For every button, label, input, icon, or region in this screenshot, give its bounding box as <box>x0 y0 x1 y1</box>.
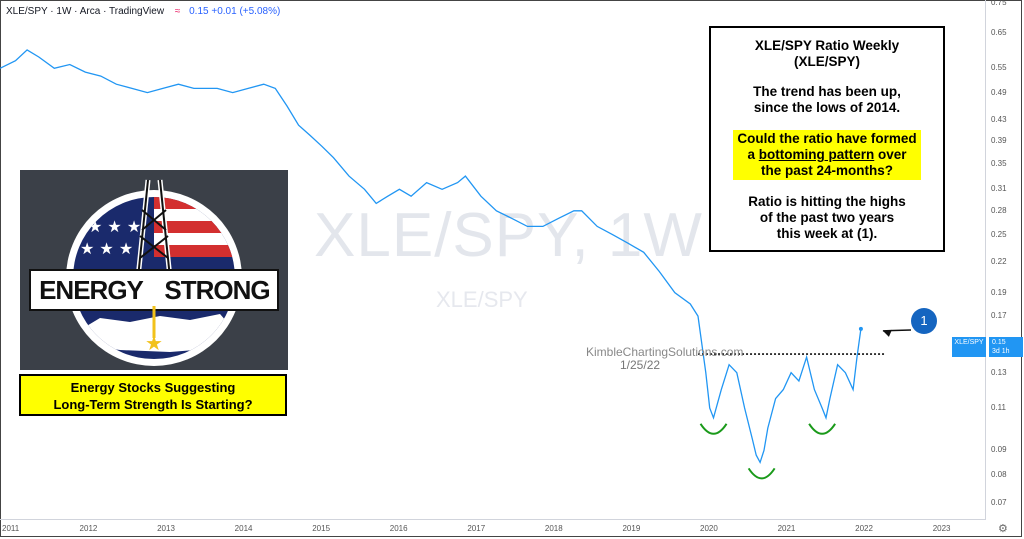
note-p2-line1: Could the ratio have formed <box>737 131 917 146</box>
y-tick-label: 0.09 <box>991 445 1007 455</box>
x-tick-label: 2023 <box>932 524 951 533</box>
y-tick-label: 0.17 <box>991 311 1007 321</box>
y-tick-label: 0.55 <box>991 63 1007 73</box>
exchange-text: Arca <box>79 6 101 17</box>
chart-header: XLE/SPY · 1W · Arca · TradingView ≈ 0.15… <box>6 6 281 17</box>
annotation-box: XLE/SPY Ratio Weekly (XLE/SPY) The trend… <box>709 26 945 252</box>
y-tick-label: 0.75 <box>991 0 1007 7</box>
y-tick-label: 0.19 <box>991 287 1007 297</box>
energy-strong-logo: ★ ★ ★ ★ ★ ★ ★ ENERGY STRONG <box>20 170 288 370</box>
logo-word-strong: STRONG <box>164 275 270 305</box>
price-tag: 0.15 3d 1h <box>989 337 1023 357</box>
x-tick-label: 2019 <box>622 524 641 533</box>
y-tick-label: 0.31 <box>991 184 1007 194</box>
note-p2-line2c: over <box>874 147 907 162</box>
caption-box: Energy Stocks Suggesting Long-Term Stren… <box>19 374 287 416</box>
y-tick-label: 0.07 <box>991 498 1007 508</box>
last-point <box>858 326 863 331</box>
marker-arrowhead <box>882 329 892 337</box>
y-tick-label: 0.11 <box>991 402 1006 412</box>
credit-text: KimbleChartingSolutions.com <box>586 345 744 359</box>
y-tick-label: 0.13 <box>991 367 1007 377</box>
chart-plot <box>0 49 912 480</box>
x-tick-label: 2013 <box>157 524 175 533</box>
watermark-sub: XLE/SPY <box>436 287 528 312</box>
x-tick-label: 2018 <box>544 524 563 533</box>
x-tick-label: 2016 <box>389 524 408 533</box>
indicator-icon[interactable]: ≈ <box>174 6 181 17</box>
symbol-text[interactable]: XLE/SPY <box>6 6 48 17</box>
series-line-0 <box>0 49 862 465</box>
bottom-arc-2 <box>747 467 776 480</box>
svg-text:★: ★ <box>145 331 163 355</box>
x-tick-label: 2012 <box>79 524 98 533</box>
gear-icon[interactable]: ⚙ <box>998 523 1008 535</box>
y-tick-label: 0.65 <box>991 27 1007 37</box>
y-tick-label: 0.35 <box>991 158 1007 168</box>
time-axis[interactable] <box>0 519 985 539</box>
svg-text:★ ★ ★: ★ ★ ★ <box>88 217 141 236</box>
y-tick-label: 0.08 <box>991 470 1007 480</box>
marker-1: 1 <box>911 308 937 334</box>
note-p1-line2: since the lows of 2014. <box>753 100 901 115</box>
note-p3-line2: of the past two years <box>759 210 895 225</box>
price-tag-value: 0.15 <box>992 339 1006 346</box>
note-highlight: Could the ratio have formed a bottoming … <box>733 130 921 180</box>
bottom-arc-3 <box>808 423 836 435</box>
note-p3-line3: this week at (1). <box>776 226 878 241</box>
logo-word-energy: ENERGY <box>39 275 144 305</box>
x-tick-label: 2014 <box>234 524 253 533</box>
note-p2-underline: bottoming pattern <box>758 147 875 162</box>
price-tag-countdown: 3d 1h <box>992 348 1010 355</box>
note-p2-line3: the past 24-months? <box>760 163 893 178</box>
x-tick-label: 2021 <box>777 524 796 533</box>
value-text: 0.15 +0.01 (+5.08%) <box>189 6 281 17</box>
date-label: 1/25/22 <box>620 358 661 372</box>
x-tick-label: 2017 <box>467 524 486 533</box>
y-tick-label: 0.49 <box>991 87 1007 97</box>
x-tick-label: 2020 <box>700 524 718 533</box>
y-tick-label: 0.22 <box>991 256 1007 266</box>
caption-line2: Long-Term Strength Is Starting? <box>53 397 253 412</box>
price-axis[interactable] <box>985 0 1024 520</box>
interval-text[interactable]: 1W <box>56 6 72 17</box>
y-tick-label: 0.25 <box>991 229 1007 239</box>
y-tick-label: 0.39 <box>991 135 1007 145</box>
svg-text:★ ★ ★: ★ ★ ★ <box>80 239 133 258</box>
note-title: XLE/SPY Ratio Weekly <box>754 38 900 53</box>
watermark-main: XLE/SPY, 1W <box>314 201 703 270</box>
logo-graphic: ★ ★ ★ ★ ★ ★ ★ <box>20 170 288 370</box>
x-tick-label: 2011 <box>2 524 20 533</box>
x-tick-label: 2015 <box>312 524 331 533</box>
y-tick-label: 0.43 <box>991 115 1007 125</box>
y-tick-label: 0.28 <box>991 205 1007 215</box>
note-p3-line1: Ratio is hitting the highs <box>748 194 906 209</box>
note-subtitle: (XLE/SPY) <box>793 54 860 69</box>
note-p2-line2a: a <box>747 147 759 162</box>
x-tick-label: 2022 <box>855 524 873 533</box>
caption-line1: Energy Stocks Suggesting <box>70 380 236 395</box>
symbol-tag: XLE/SPY <box>952 337 986 357</box>
note-p1-line1: The trend has been up, <box>753 84 901 99</box>
source-text: TradingView <box>109 6 165 17</box>
bottom-arc-1 <box>699 423 728 435</box>
